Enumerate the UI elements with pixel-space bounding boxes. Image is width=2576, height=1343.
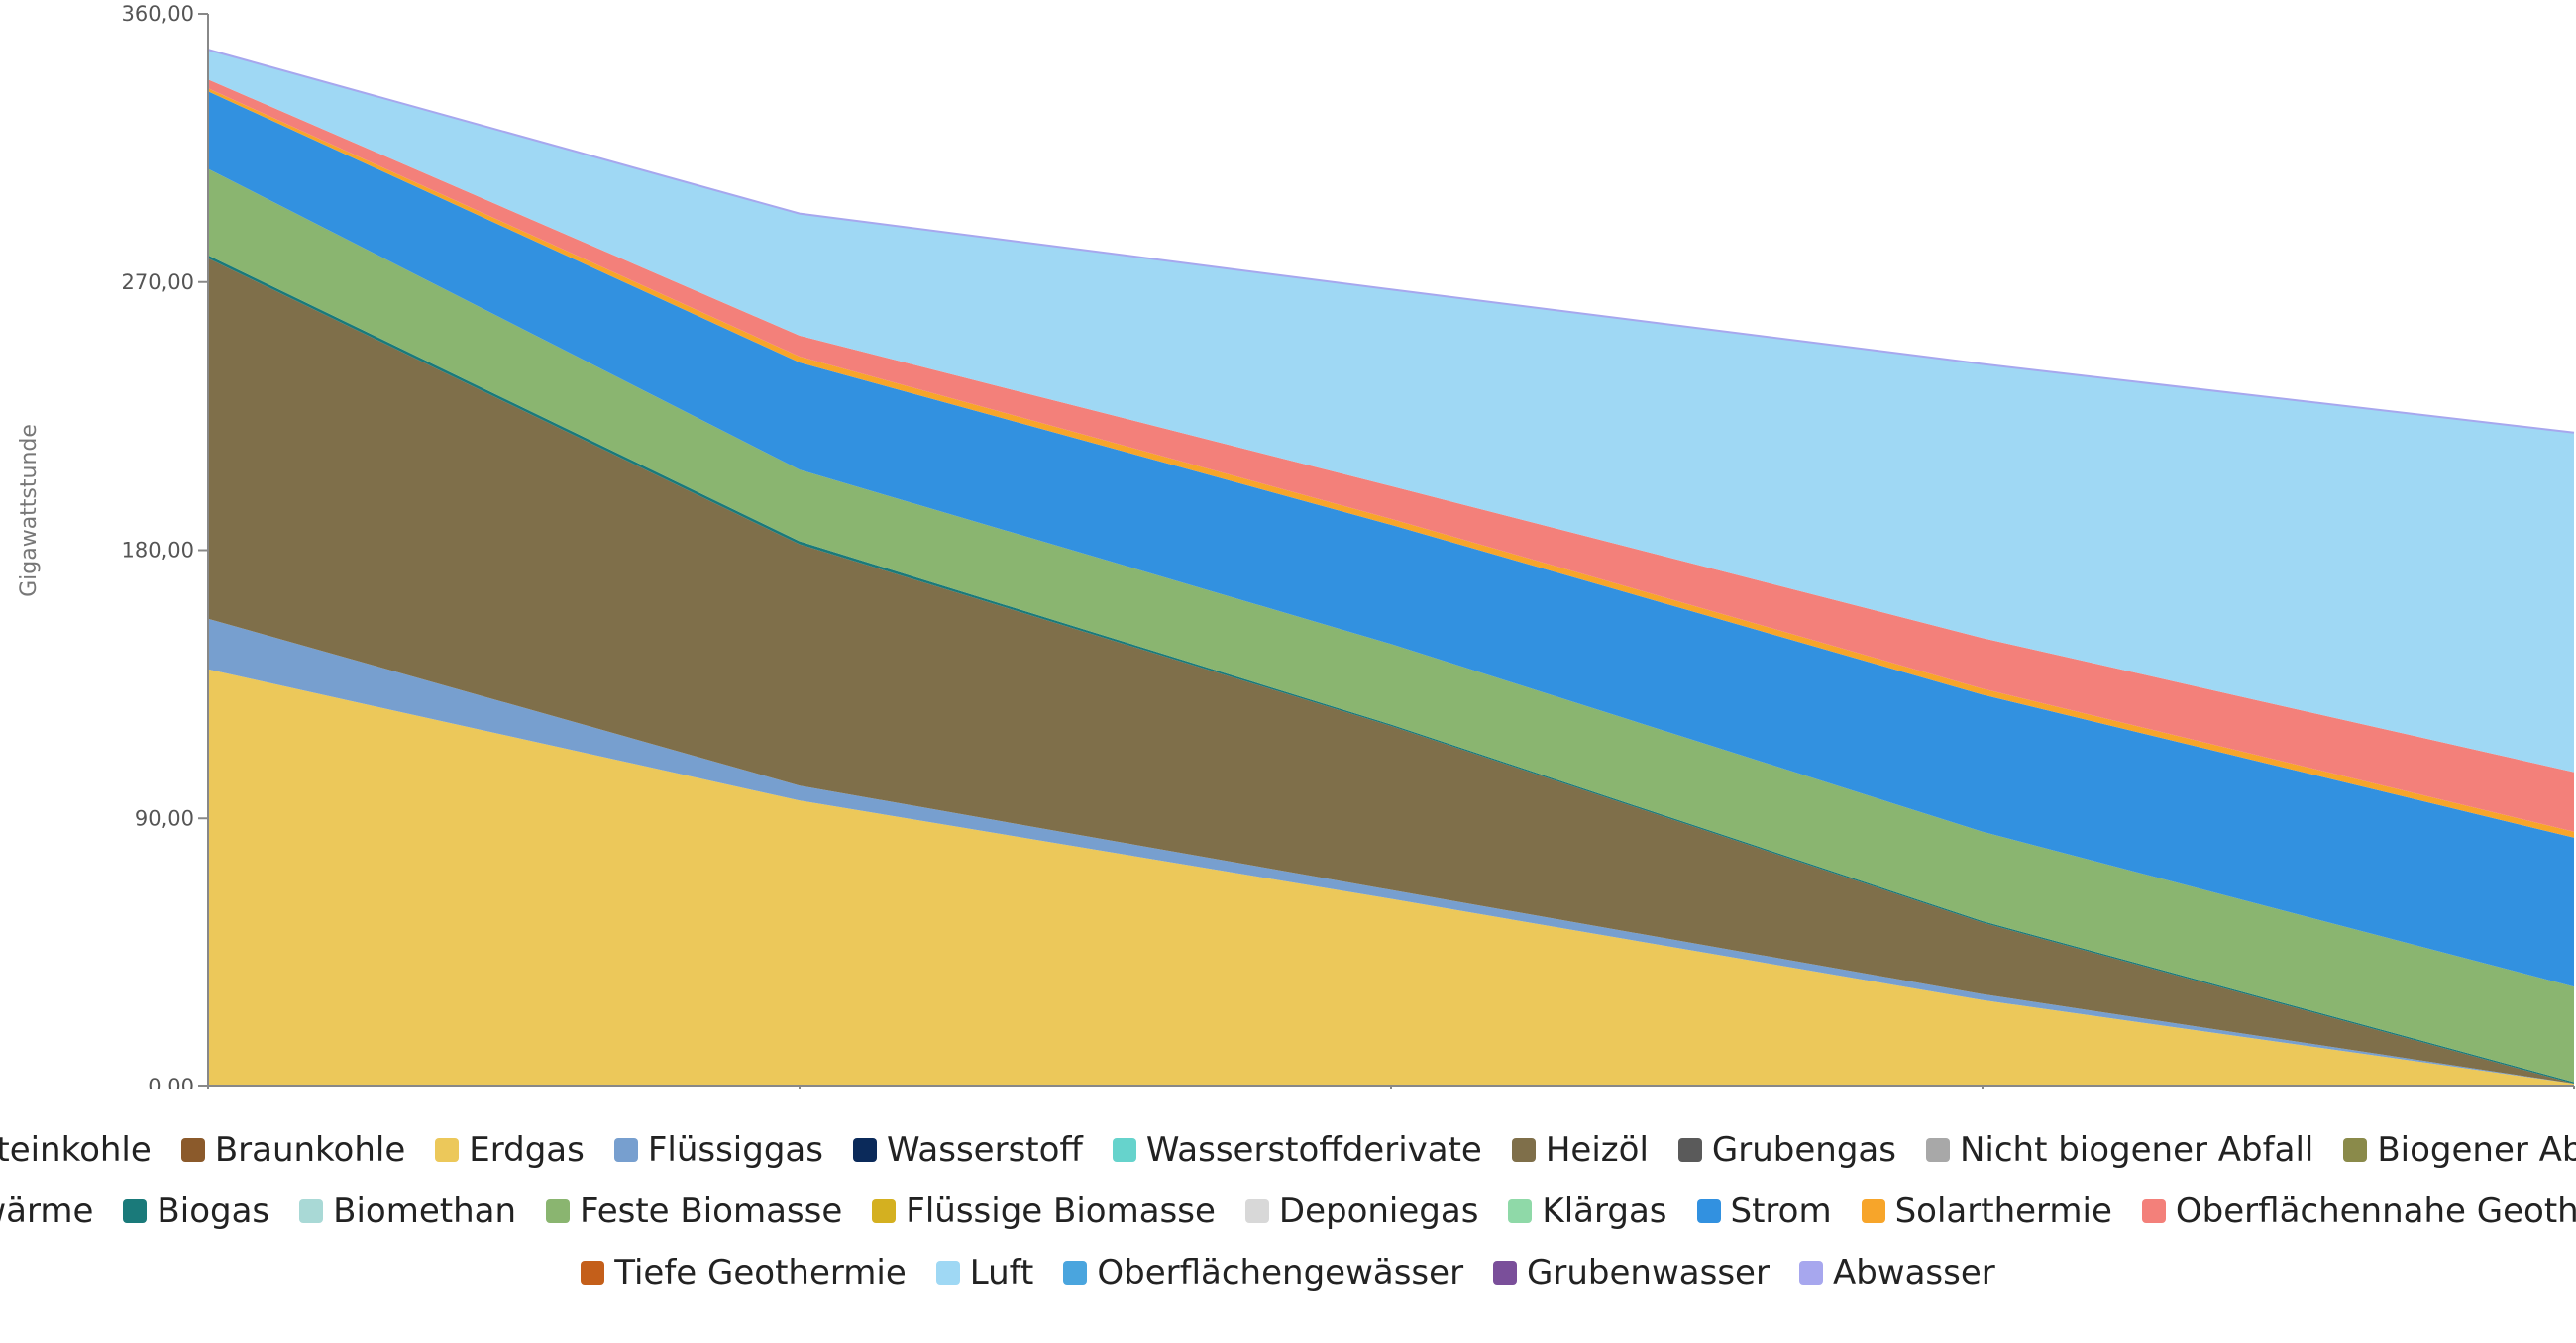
legend-label: Heizöl xyxy=(1545,1130,1649,1170)
legend-item-braunkohle[interactable]: Braunkohle xyxy=(180,1130,406,1170)
legend-label: Abwasser xyxy=(1832,1253,1995,1292)
legend-item-deponiegas[interactable]: Deponiegas xyxy=(1244,1191,1479,1231)
legend-item-heizoel[interactable]: Heizöl xyxy=(1511,1130,1649,1170)
legend-swatch xyxy=(299,1199,324,1223)
legend-item-klaergas[interactable]: Klärgas xyxy=(1508,1191,1667,1231)
y-tick-label: 270,00 xyxy=(122,270,194,294)
area-luft xyxy=(208,50,2574,773)
legend-swatch xyxy=(935,1261,960,1285)
x-axis-ticks: Bestand2030203520402045 xyxy=(207,1086,2575,1089)
legend-label: Biogas xyxy=(157,1191,270,1231)
area-oberflaechennahe-geothermie xyxy=(208,79,2574,832)
legend-item-abwaerme[interactable]: Abwärme xyxy=(0,1191,93,1231)
stacked-area-chart: 0,00 90,00 180,00 270,00 360,00 Bestand20302… xyxy=(17,2,2575,1089)
legend-item-fluessige-biomasse[interactable]: Flüssige Biomasse xyxy=(872,1191,1216,1231)
legend-item-wasserstoff[interactable]: Wasserstoff xyxy=(852,1130,1083,1170)
legend-row: Tiefe Geothermie Luft Oberflächengewässer G… xyxy=(0,1242,2576,1303)
chart-areas xyxy=(207,49,2575,1086)
legend-swatch xyxy=(1861,1199,1885,1223)
legend-label: Flüssige Biomasse xyxy=(906,1191,1216,1231)
legend-label: Nicht biogener Abfall xyxy=(1959,1130,2314,1170)
legend-swatch xyxy=(613,1138,638,1162)
legend-swatch xyxy=(123,1199,148,1223)
legend-item-grubenwasser[interactable]: Grubenwasser xyxy=(1493,1253,1770,1292)
legend-label: Oberflächengewässer xyxy=(1097,1253,1464,1292)
legend-swatch xyxy=(1925,1138,1950,1162)
area-heizoel xyxy=(208,258,2574,1084)
y-tick-label: 0,00 xyxy=(148,1075,194,1089)
legend-row: Abwärme Biogas Biomethan Feste Biomasse Flüs… xyxy=(0,1181,2576,1242)
y-tick-label: 180,00 xyxy=(122,539,194,563)
legend-item-oberflaechennahe-geothermie[interactable]: Oberflächennahe Geothermie xyxy=(2141,1191,2576,1231)
legend-item-oberflaechengewaesser[interactable]: Oberflächengewässer xyxy=(1063,1253,1463,1292)
legend-label: Feste Biomasse xyxy=(580,1191,843,1231)
legend-swatch xyxy=(1798,1261,1823,1285)
legend-swatch xyxy=(2141,1199,2166,1223)
legend-item-biogas[interactable]: Biogas xyxy=(123,1191,269,1231)
legend-label: Abwärme xyxy=(0,1191,94,1231)
legend-swatch xyxy=(1063,1261,1088,1285)
legend-swatch xyxy=(1508,1199,1533,1223)
legend-label: Braunkohle xyxy=(214,1130,406,1170)
legend-label: Flüssiggas xyxy=(647,1130,823,1170)
area-strom xyxy=(208,91,2574,987)
legend-swatch xyxy=(1112,1138,1136,1162)
area-erdgas xyxy=(208,669,2574,1086)
legend-swatch xyxy=(872,1199,897,1223)
legend-item-solarthermie[interactable]: Solarthermie xyxy=(1861,1191,2112,1231)
y-axis-title: Gigawattstunde xyxy=(17,424,42,597)
legend-swatch xyxy=(1696,1199,1721,1223)
legend-item-steinkohle[interactable]: Steinkohle xyxy=(0,1130,152,1170)
legend-item-luft[interactable]: Luft xyxy=(935,1253,1034,1292)
y-tick-label: 360,00 xyxy=(122,2,194,26)
legend-swatch xyxy=(435,1138,460,1162)
legend-item-biogener-abfall[interactable]: Biogener Abfall xyxy=(2343,1130,2576,1170)
legend-label: Biomethan xyxy=(333,1191,517,1231)
legend-item-nicht-biogener-abfall[interactable]: Nicht biogener Abfall xyxy=(1925,1130,2314,1170)
legend-label: Wasserstoffderivate xyxy=(1145,1130,1482,1170)
legend-item-feste-biomasse[interactable]: Feste Biomasse xyxy=(546,1191,842,1231)
legend-swatch xyxy=(1677,1138,1702,1162)
legend-swatch xyxy=(1493,1261,1518,1285)
legend-item-fluessiggas[interactable]: Flüssiggas xyxy=(613,1130,823,1170)
legend-label: Biogener Abfall xyxy=(2377,1130,2576,1170)
legend-item-wasserstoffderivate[interactable]: Wasserstoffderivate xyxy=(1112,1130,1482,1170)
legend-label: Solarthermie xyxy=(1894,1191,2112,1231)
legend-item-erdgas[interactable]: Erdgas xyxy=(435,1130,585,1170)
legend-swatch xyxy=(180,1138,205,1162)
legend-swatch xyxy=(1511,1138,1536,1162)
y-axis-ticks: 0,00 90,00 180,00 270,00 360,00 xyxy=(122,2,208,1089)
y-tick-label: 90,00 xyxy=(135,806,194,830)
legend-label: Klärgas xyxy=(1542,1191,1667,1231)
legend-item-biomethan[interactable]: Biomethan xyxy=(299,1191,516,1231)
legend-label: Grubenwasser xyxy=(1527,1253,1770,1292)
total-outline xyxy=(207,49,2575,434)
legend-swatch xyxy=(1244,1199,1269,1223)
legend-item-abwasser[interactable]: Abwasser xyxy=(1798,1253,1995,1292)
legend-swatch xyxy=(2343,1138,2368,1162)
legend-swatch xyxy=(546,1199,571,1223)
legend-label: Oberflächennahe Geothermie xyxy=(2175,1191,2576,1231)
legend-label: Tiefe Geothermie xyxy=(614,1253,907,1292)
legend-label: Grubengas xyxy=(1711,1130,1896,1170)
area-feste-biomasse xyxy=(208,168,2574,1083)
legend-swatch xyxy=(852,1138,877,1162)
legend-label: Wasserstoff xyxy=(886,1130,1083,1170)
legend-item-strom[interactable]: Strom xyxy=(1696,1191,1832,1231)
legend-row: Steinkohle Braunkohle Erdgas Flüssiggas Wass… xyxy=(0,1119,2576,1181)
legend-label: Deponiegas xyxy=(1278,1191,1479,1231)
legend-item-tiefe-geothermie[interactable]: Tiefe Geothermie xyxy=(581,1253,907,1292)
legend-label: Steinkohle xyxy=(0,1130,152,1170)
legend-label: Strom xyxy=(1730,1191,1832,1231)
legend-item-grubengas[interactable]: Grubengas xyxy=(1677,1130,1896,1170)
chart-legend: Steinkohle Braunkohle Erdgas Flüssiggas Wass… xyxy=(0,1119,2576,1303)
legend-swatch xyxy=(581,1261,605,1285)
legend-label: Erdgas xyxy=(469,1130,585,1170)
legend-label: Luft xyxy=(969,1253,1034,1292)
